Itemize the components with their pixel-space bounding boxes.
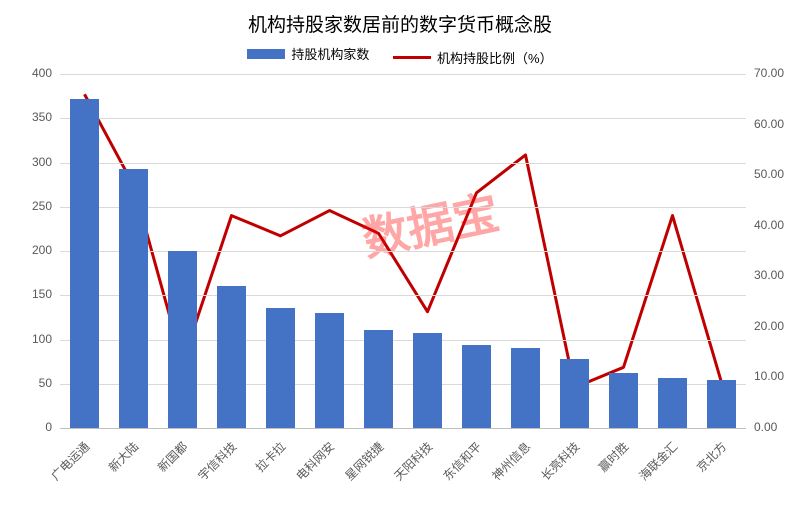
- bar: [70, 99, 98, 428]
- y-left-tick-label: 250: [32, 199, 52, 213]
- bar: [609, 373, 637, 428]
- y-right-tick-label: 0.00: [754, 420, 777, 434]
- grid-line: [60, 163, 746, 164]
- y-left-tick-label: 50: [39, 376, 52, 390]
- y-right-tick-label: 30.00: [754, 268, 784, 282]
- bar: [119, 169, 147, 428]
- x-tick-label: 赢时胜: [594, 438, 631, 475]
- y-left-tick-label: 350: [32, 110, 52, 124]
- y-right-tick-label: 50.00: [754, 167, 784, 181]
- bar: [413, 333, 441, 428]
- bar: [315, 313, 343, 428]
- x-tick-label: 宇信科技: [194, 438, 240, 484]
- x-tick-label: 新大陆: [104, 438, 141, 475]
- y-right-tick-label: 60.00: [754, 117, 784, 131]
- legend-label-bars: 持股机构家数: [291, 44, 369, 63]
- y-right-tick-label: 20.00: [754, 319, 784, 333]
- y-left-tick-label: 100: [32, 332, 52, 346]
- grid-line: [60, 74, 746, 75]
- x-tick-label: 电科网安: [292, 438, 338, 484]
- grid-line: [60, 251, 746, 252]
- bar: [168, 251, 196, 428]
- bar: [707, 380, 735, 428]
- grid-line: [60, 207, 746, 208]
- chart-title: 机构持股家数居前的数字货币概念股: [0, 10, 800, 37]
- x-axis-line: [60, 428, 746, 429]
- y-left-tick-label: 400: [32, 66, 52, 80]
- grid-line: [60, 384, 746, 385]
- y-right-tick-label: 10.00: [754, 369, 784, 383]
- x-tick-label: 天阳科技: [390, 438, 436, 484]
- legend-item-line: 机构持股比例（%）: [393, 48, 553, 67]
- y-left-tick-label: 150: [32, 287, 52, 301]
- chart-container: 机构持股家数居前的数字货币概念股 持股机构家数 机构持股比例（%） 数据宝 0 5…: [0, 0, 800, 506]
- y-right-tick-label: 40.00: [754, 218, 784, 232]
- x-tick-label: 广电运通: [47, 438, 93, 484]
- y-left-tick-label: 0: [45, 420, 52, 434]
- x-tick-label: 海联金汇: [635, 438, 681, 484]
- grid-line: [60, 118, 746, 119]
- x-tick-label: 东信和平: [439, 438, 485, 484]
- bar: [462, 345, 490, 428]
- plot-area: 数据宝: [60, 74, 746, 428]
- x-tick-label: 新国都: [153, 438, 190, 475]
- grid-line: [60, 295, 746, 296]
- grid-line: [60, 340, 746, 341]
- bar: [217, 286, 245, 428]
- x-tick-label: 京北方: [692, 438, 729, 475]
- x-tick-label: 长亮科技: [537, 438, 583, 484]
- legend-item-bars: 持股机构家数: [247, 44, 369, 63]
- x-tick-label: 神州信息: [488, 438, 534, 484]
- y-right-tick-label: 70.00: [754, 66, 784, 80]
- legend-label-line: 机构持股比例（%）: [437, 48, 553, 67]
- bar: [560, 359, 588, 428]
- legend-swatch-bars: [247, 49, 285, 59]
- y-left-tick-label: 200: [32, 243, 52, 257]
- bar: [511, 348, 539, 428]
- bar: [266, 308, 294, 428]
- bar: [658, 378, 686, 428]
- y-left-tick-label: 300: [32, 155, 52, 169]
- x-tick-label: 拉卡拉: [251, 438, 288, 475]
- legend: 持股机构家数 机构持股比例（%）: [0, 44, 800, 67]
- bar: [364, 330, 392, 428]
- legend-swatch-line: [393, 56, 431, 59]
- x-tick-label: 星网锐捷: [341, 438, 387, 484]
